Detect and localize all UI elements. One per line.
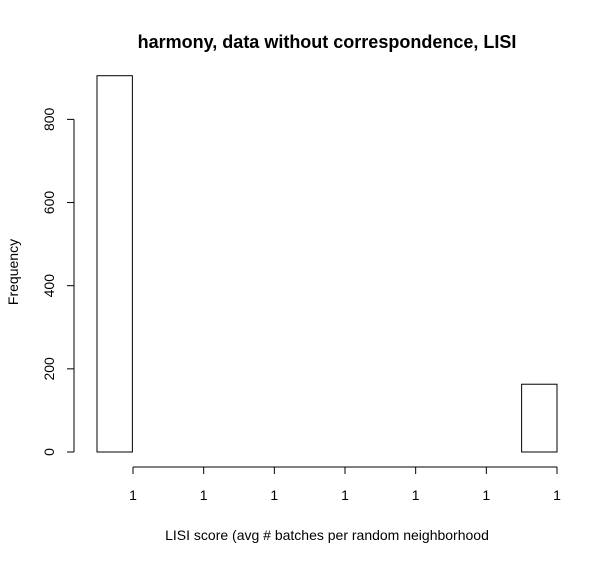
y-axis-tick-label: 600 [41, 191, 57, 215]
y-axis-tick-label: 200 [41, 357, 57, 381]
y-axis-label: Frequency [5, 239, 21, 305]
x-axis-tick-label: 1 [412, 487, 420, 503]
chart-title: harmony, data without correspondence, LI… [138, 32, 517, 52]
y-axis: 0 200 400 600 800 [41, 107, 75, 456]
x-axis-tick-label: 1 [200, 487, 208, 503]
x-axis-tick-label: 1 [553, 487, 561, 503]
y-axis-tick-label: 800 [41, 107, 57, 131]
x-axis-tick-label: 1 [129, 487, 137, 503]
x-axis-tick-label: 1 [482, 487, 490, 503]
x-axis-label: LISI score (avg # batches per random nei… [165, 527, 489, 543]
y-axis-tick-label: 0 [41, 448, 57, 456]
histogram-bar [521, 383, 558, 453]
histogram-bar [96, 75, 133, 453]
x-axis-tick-label: 1 [270, 487, 278, 503]
bars-layer [96, 75, 558, 453]
x-axis-tick-label: 1 [341, 487, 349, 503]
x-axis: 1 1 1 1 1 1 1 [129, 466, 561, 503]
y-axis-tick-label: 400 [41, 274, 57, 298]
